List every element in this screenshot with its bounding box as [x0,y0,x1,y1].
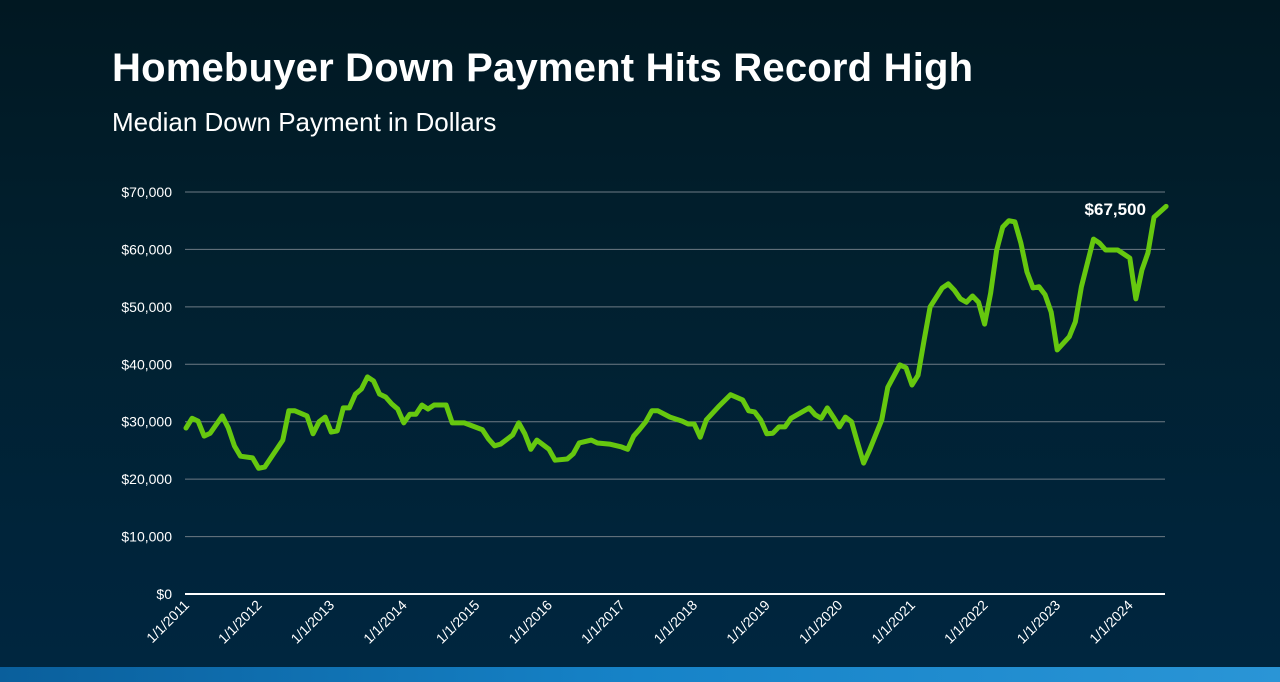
bottom-accent-bar [0,667,1280,682]
chart-subtitle: Median Down Payment in Dollars [112,107,497,137]
y-tick-label: $70,000 [121,184,172,200]
y-tick-label: $40,000 [121,356,172,372]
x-tick-label: 1/1/2021 [868,597,918,647]
x-tick-label: 1/1/2014 [360,597,410,647]
x-tick-label: 1/1/2024 [1086,597,1136,647]
x-tick-label: 1/1/2020 [796,597,846,647]
x-tick-label: 1/1/2015 [433,597,483,647]
x-tick-label: 1/1/2011 [143,597,192,646]
x-tick-label: 1/1/2017 [578,597,628,647]
y-tick-label: $50,000 [121,299,172,315]
last-value-label: $67,500 [1085,200,1146,219]
x-tick-label: 1/1/2022 [941,597,991,647]
x-tick-label: 1/1/2016 [505,597,555,647]
x-tick-label: 1/1/2012 [215,597,265,647]
y-tick-label: $30,000 [121,414,172,430]
y-tick-label: $20,000 [121,471,172,487]
x-tick-label: 1/1/2023 [1013,597,1063,647]
x-tick-label: 1/1/2019 [723,597,773,647]
x-tick-label: 1/1/2013 [287,597,337,647]
y-tick-label: $10,000 [121,529,172,545]
y-tick-label: $60,000 [121,241,172,257]
chart-title: Homebuyer Down Payment Hits Record High [112,46,974,90]
y-tick-label: $0 [156,586,172,602]
x-tick-label: 1/1/2018 [650,597,700,647]
down-payment-line [183,203,1169,471]
